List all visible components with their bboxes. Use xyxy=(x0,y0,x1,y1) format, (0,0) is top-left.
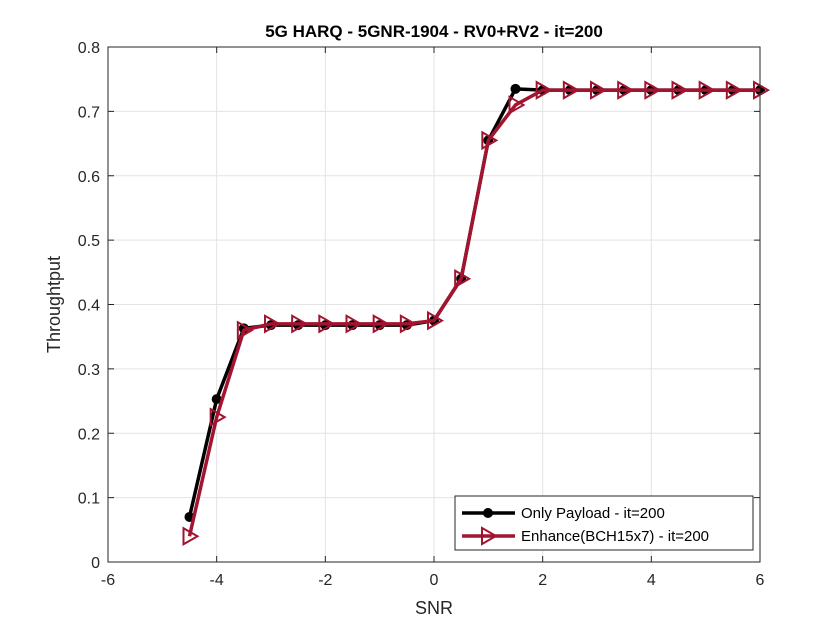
x-tick-label: -4 xyxy=(210,572,224,589)
legend-entry-1: Only Payload - it=200 xyxy=(462,505,665,522)
x-tick-label: 2 xyxy=(538,572,547,589)
data-point-triangle xyxy=(590,80,608,100)
data-point-triangle xyxy=(182,526,200,546)
data-point-triangle xyxy=(481,130,499,151)
data-point-circle xyxy=(510,83,521,94)
y-tick-label: 0.4 xyxy=(78,298,100,315)
legend-box xyxy=(454,495,754,551)
series-2 xyxy=(182,80,771,546)
y-tick-label: 0.1 xyxy=(78,491,100,508)
data-point-triangle xyxy=(291,314,309,334)
chart-title: 5G HARQ - 5GNR-1904 - RV0+RV2 - it=200 xyxy=(265,22,603,41)
y-tick-label: 0.8 xyxy=(78,40,100,57)
data-point-triangle xyxy=(454,269,472,289)
y-axis-label: Throughtput xyxy=(44,256,64,353)
y-tick-label: 0.5 xyxy=(78,233,100,250)
data-point-triangle xyxy=(399,314,417,334)
x-tick-label: 6 xyxy=(756,572,765,589)
data-point-triangle xyxy=(562,80,580,100)
data-point-triangle xyxy=(535,80,553,100)
series-layer xyxy=(182,80,771,546)
data-point-triangle xyxy=(698,80,716,100)
x-tick-label: 0 xyxy=(430,572,439,589)
y-tick-label: 0 xyxy=(91,555,100,572)
data-point-triangle xyxy=(753,80,771,100)
y-tick-label: 0.6 xyxy=(78,169,100,186)
y-tick-label: 0.3 xyxy=(78,362,100,379)
y-tick-label: 0.2 xyxy=(78,426,100,443)
data-point-triangle xyxy=(209,407,227,427)
data-point-triangle xyxy=(318,314,336,334)
data-point-triangle xyxy=(236,320,254,340)
data-point-triangle xyxy=(617,80,635,100)
data-point-triangle xyxy=(372,314,390,334)
x-tick-label: -2 xyxy=(318,572,332,589)
ticks: -6 -4 -2 0 2 4 6 0 0.1 0.2 0.3 0.4 0.5 0.6 0.7 0.8 xyxy=(78,40,765,589)
legend-label: Only Payload - it=200 xyxy=(521,505,665,522)
legend-marker xyxy=(483,508,493,518)
y-tick-label: 0.7 xyxy=(78,104,100,121)
data-point-triangle xyxy=(427,310,445,331)
x-tick-label: -6 xyxy=(101,572,115,589)
grid xyxy=(108,47,760,562)
legend-label: Enhance(BCH15x7) - it=200 xyxy=(521,528,709,545)
data-point-triangle xyxy=(671,80,689,100)
data-point-triangle xyxy=(725,80,743,100)
legend: Only Payload - it=200 Enhance(BCH15x7) - … xyxy=(454,495,754,551)
data-point-triangle xyxy=(508,95,526,115)
x-axis-label: SNR xyxy=(415,598,453,618)
legend-marker xyxy=(481,526,499,546)
x-tick-label: 4 xyxy=(647,572,656,589)
data-point-triangle xyxy=(264,314,282,334)
legend-entry-2: Enhance(BCH15x7) - it=200 xyxy=(462,526,709,546)
data-point-triangle xyxy=(644,80,662,100)
data-point-triangle xyxy=(345,314,363,334)
series-line xyxy=(187,88,760,537)
